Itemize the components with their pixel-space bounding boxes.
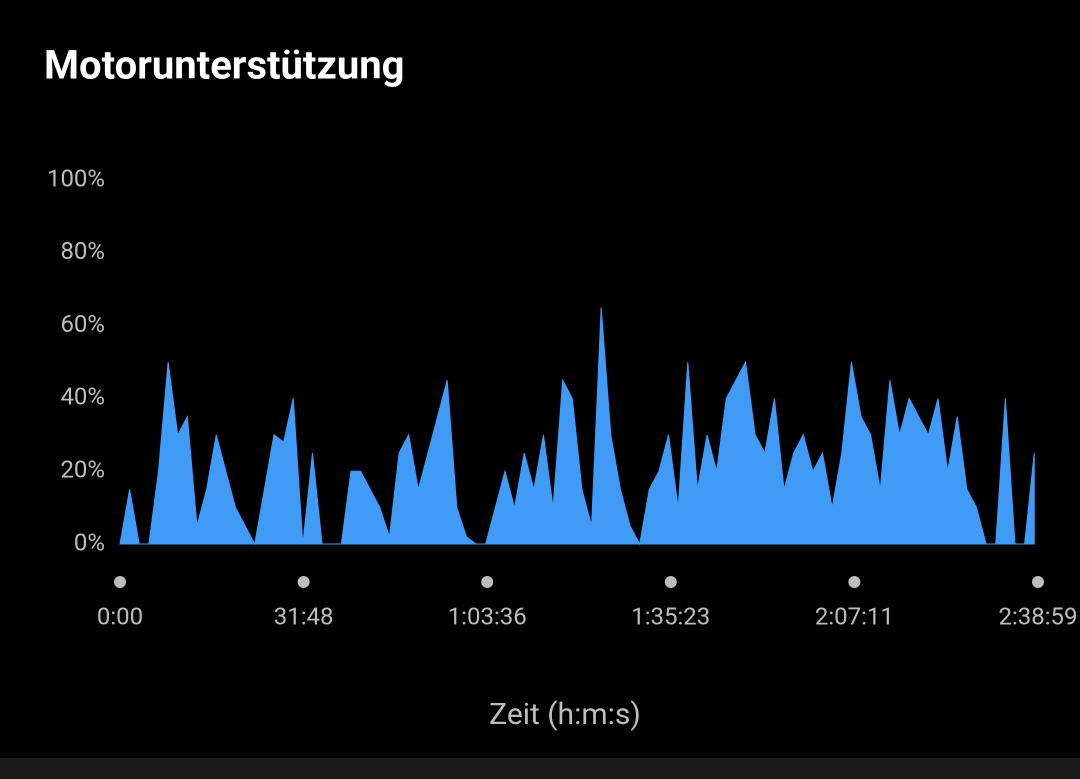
- area: [119, 307, 1035, 546]
- x-tick-dot: [297, 576, 310, 588]
- x-tick-label: 1:03:36: [448, 602, 527, 630]
- x-tick-label: 2:38:59: [998, 602, 1077, 630]
- x-tick-dot: [481, 576, 494, 588]
- x-tick-label: 1:35:23: [631, 602, 710, 630]
- x-tick-label: 2:07:11: [815, 602, 894, 630]
- x-tick-label: 31:48: [274, 602, 334, 630]
- chart-title: Motorunterstützung: [44, 42, 405, 89]
- y-tick-label: 20%: [60, 456, 105, 484]
- y-tick-label: 40%: [60, 383, 105, 411]
- x-axis-title: Zeit (h:m:s): [489, 697, 641, 732]
- x-tick-dot: [1032, 576, 1044, 588]
- y-tick-label: 100%: [47, 164, 105, 192]
- y-tick-label: 60%: [60, 310, 105, 338]
- x-tick-dot: [114, 576, 126, 588]
- y-tick-label: 0%: [74, 528, 105, 556]
- bottom-bar: [0, 758, 1080, 779]
- x-tick-dot: [664, 576, 677, 588]
- x-tick-dot: [848, 576, 861, 588]
- y-tick-label: 80%: [60, 237, 105, 265]
- x-tick-label: 0:00: [97, 602, 143, 630]
